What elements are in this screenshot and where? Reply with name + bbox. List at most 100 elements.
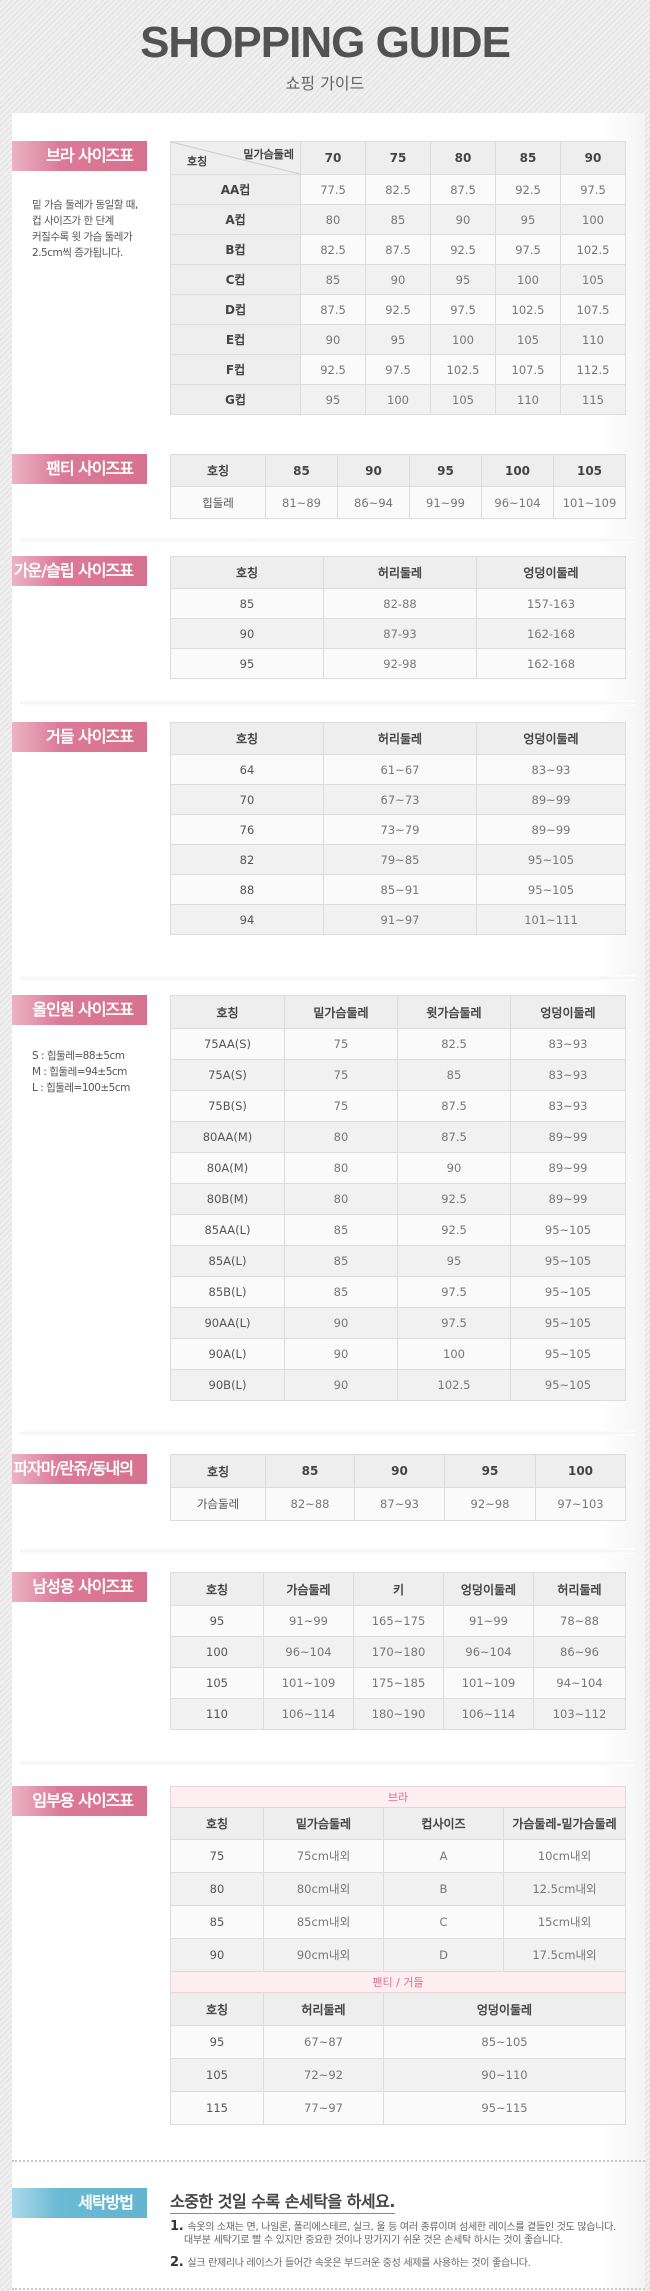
table-cell: 101~109 [443,1667,534,1699]
column-header: 가슴둘레-밑가슴둘레 [503,1807,626,1840]
table-cell: 80 [284,1152,398,1184]
table-cell: 95~105 [510,1338,626,1370]
page-title: SHOPPING GUIDE [140,18,511,67]
table-cell: 95~105 [510,1369,626,1401]
table-cell: 72~92 [263,2058,384,2092]
table-cell: 75 [284,1059,398,1091]
page-header: SHOPPING GUIDE 쇼핑 가이드 [0,0,650,113]
column-header: 95 [409,454,482,487]
row-header-cell: 90B(L) [170,1369,285,1401]
table-cell: 87.5 [430,174,496,205]
table-cell: 102.5 [397,1369,511,1401]
table-cell: 75cm내외 [263,1839,384,1873]
column-header: 85 [265,1454,355,1488]
table-header-row: 호칭 밑가슴둘레 윗가슴둘레 엉덩이둘레 [170,995,626,1029]
table-cell: 85 [284,1214,398,1246]
table-cell: 80cm내외 [263,1872,384,1906]
note-line: L : 힙둘레=100±5cm [32,1082,130,1094]
table-cell: 90 [397,1152,511,1184]
table-cell: 175~185 [353,1667,444,1699]
table-header-row: 호칭 85 90 95 100 105 [170,454,626,487]
table-row: 80B(M) 80 92.5 89~99 [170,1183,626,1215]
row-header-cell: 힙둘레 [170,486,266,519]
table-cell: 90 [365,264,431,295]
table-cell: 87-93 [323,618,477,649]
table-row: G컵 95 100 105 110 115 [170,384,626,415]
table-row: 80 80cm내외 B 12.5cm내외 [170,1872,626,1906]
table-cell: B [383,1872,504,1906]
table-cell: 83~93 [476,754,626,785]
table-cell: 95 [365,324,431,355]
row-header-cell: 95 [170,1605,264,1637]
table-cell: 87.5 [300,294,366,325]
table-cell: 87.5 [397,1090,511,1122]
table-row: 75B(S) 75 87.5 83~93 [170,1090,626,1122]
row-header-cell: 105 [170,1667,264,1699]
table-cell: 95~105 [510,1276,626,1308]
size-table-girdle: 호칭 허리둘레 엉덩이둘레 64 61~67 83~93 70 67~73 89~99 76 73~… [170,722,626,935]
table-row: 95 91~99 165~175 91~99 78~88 [170,1605,626,1637]
row-header-cell: 85 [170,588,324,619]
table-cell: 157-163 [476,588,626,619]
column-header: 90 [560,141,626,175]
row-header-cell: 76 [170,814,324,845]
row-header-cell: 80AA(M) [170,1121,285,1153]
table-caption: 팬티 / 거들 [170,1971,626,1993]
table-row: 85B(L) 85 97.5 95~105 [170,1276,626,1308]
table-cell: 102.5 [560,234,626,265]
row-header-cell: 88 [170,874,324,905]
table-cell: 100 [495,264,561,295]
table-cell: 165~175 [353,1605,444,1637]
table-cell: 107.5 [560,294,626,325]
column-header: 80 [430,141,496,175]
table-cell: 91~99 [409,486,482,519]
table-cell: 85cm내외 [263,1905,384,1939]
table-cell: 89~99 [476,784,626,815]
table-cell: 87.5 [365,234,431,265]
table-row: 90B(L) 90 102.5 95~105 [170,1369,626,1401]
table-cell: 95~105 [510,1214,626,1246]
table-cell: 67~73 [323,784,477,815]
table-cell: 112.5 [560,354,626,385]
size-table-bra: 밑가슴둘레 호칭 70 75 80 85 90 AA컵 77.5 82.5 87.5 92.5 97.5… [170,141,626,415]
table-cell: 95 [397,1245,511,1277]
table-row: 95 67~87 85~105 [170,2025,626,2059]
section-label-maternity: 임부용 사이즈표 [12,1786,147,1816]
row-header-cell: 100 [170,1636,264,1668]
table-cell: 91~97 [323,904,477,935]
section-label-gown: 가운/슬립 사이즈표 [12,556,147,586]
table-cell: 77.5 [300,174,366,205]
table-cell: 162-168 [476,618,626,649]
table-cell: 82.5 [397,1028,511,1060]
table-cell: 10cm내외 [503,1839,626,1873]
table-header-row: 호칭 허리둘레 엉덩이둘레 [170,1992,626,2026]
table-cell: 82.5 [365,174,431,205]
table-cell: 61~67 [323,754,477,785]
table-row: 80A(M) 80 90 89~99 [170,1152,626,1184]
row-header-cell: 95 [170,648,324,679]
table-cell: 92-98 [323,648,477,679]
row-header-cell: 90 [170,1938,264,1972]
section-divider [20,1430,635,1436]
section-label-panty: 팬티 사이즈표 [12,454,147,484]
row-header-cell: 90AA(L) [170,1307,285,1339]
table-cell: 92.5 [397,1214,511,1246]
table-row: 115 77~97 95~115 [170,2091,626,2125]
table-cell: 85 [284,1276,398,1308]
table-cell: 92.5 [397,1183,511,1215]
table-cell: 180~190 [353,1698,444,1730]
column-header: 100 [535,1454,626,1488]
table-cell: 92.5 [365,294,431,325]
column-header: 호칭 [170,454,266,487]
column-header: 호칭 [170,556,324,589]
table-cell: 89~99 [510,1152,626,1184]
table-cell: 87.5 [397,1121,511,1153]
row-header-cell: 85A(L) [170,1245,285,1277]
table-cell: 15cm내외 [503,1905,626,1939]
table-cell: 82~88 [265,1487,355,1521]
table-cell: 90~110 [383,2058,626,2092]
row-header-cell: 80B(M) [170,1183,285,1215]
table-cell: 105 [560,264,626,295]
table-cell: 92~98 [444,1487,536,1521]
table-row: AA컵 77.5 82.5 87.5 92.5 97.5 [170,174,626,205]
